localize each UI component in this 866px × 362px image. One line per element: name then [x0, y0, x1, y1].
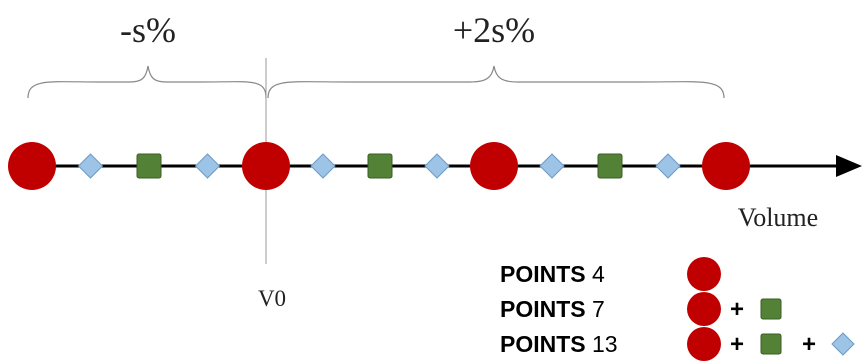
legend-row-4: POINTS 4	[500, 259, 605, 289]
circle-marker	[470, 142, 518, 190]
axis-label-volume: Volume	[738, 203, 818, 232]
legend-count: 7	[592, 296, 605, 322]
circle-marker	[8, 142, 56, 190]
axis-markers	[8, 142, 750, 190]
legend-count: 13	[592, 331, 618, 357]
square-marker	[597, 153, 623, 179]
diamond-marker	[655, 153, 681, 179]
left-span-brace	[27, 65, 267, 99]
square-marker	[136, 153, 162, 179]
legend-row-7: POINTS 7	[500, 294, 605, 324]
legend-keyword: POINTS	[500, 296, 586, 322]
axis-arrowhead	[836, 155, 862, 177]
circle-marker	[242, 142, 290, 190]
diamond-marker	[539, 153, 565, 179]
diamond-marker	[424, 153, 450, 179]
right-span-brace	[267, 65, 725, 99]
diamond-marker	[77, 153, 104, 179]
reference-label-v0: V0	[258, 286, 286, 311]
left-span-label: -s%	[120, 10, 176, 50]
square-marker	[367, 153, 393, 179]
diamond-marker	[194, 153, 221, 179]
legend-keyword: POINTS	[500, 331, 586, 357]
diamond-marker	[310, 153, 336, 179]
legend-keyword: POINTS	[500, 261, 586, 287]
legend-count: 4	[592, 261, 605, 287]
right-span-label: +2s%	[453, 10, 535, 50]
legend-row-13: POINTS 13	[500, 329, 618, 359]
circle-marker	[702, 142, 750, 190]
